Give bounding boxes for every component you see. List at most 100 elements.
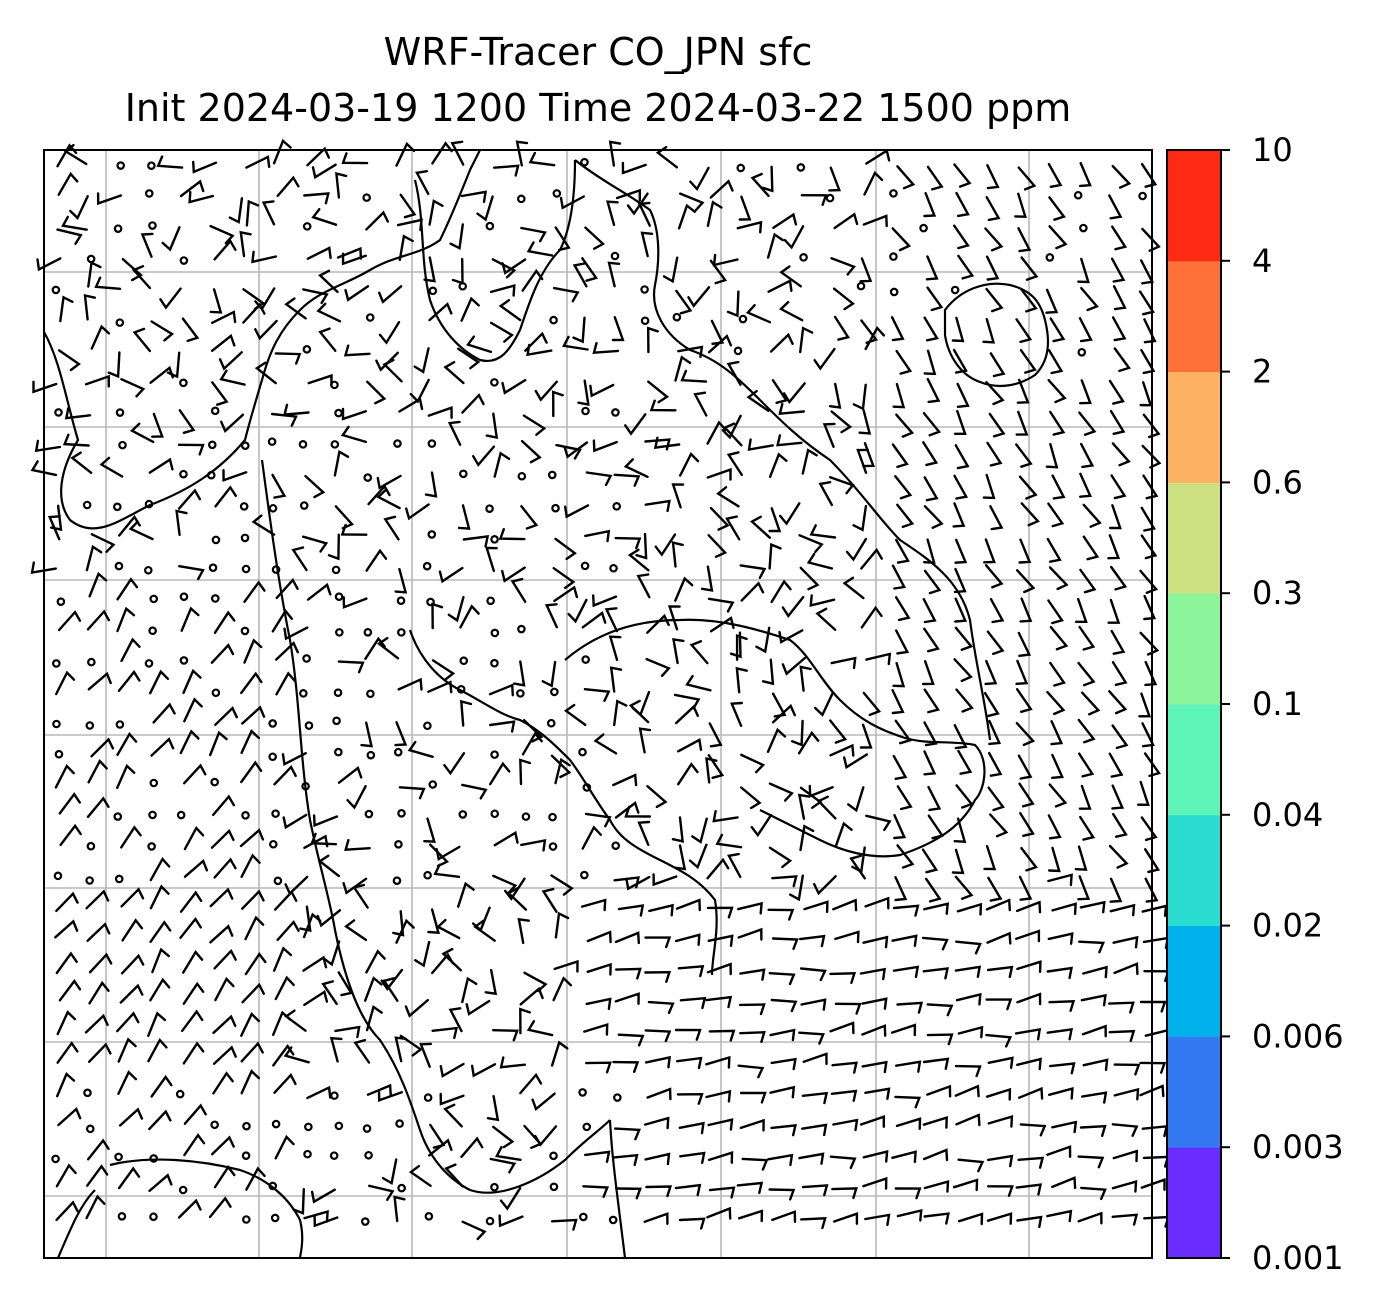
wind-barb <box>649 399 677 412</box>
wind-barb <box>1112 812 1128 838</box>
wind-barb <box>151 412 164 438</box>
wind-barb <box>271 608 293 633</box>
wind-barb <box>1020 502 1040 527</box>
wind-barb <box>531 1092 556 1112</box>
wind-barb <box>431 1026 459 1040</box>
wind-barb <box>891 689 905 715</box>
calm-wind-circle <box>299 501 309 510</box>
wind-barb <box>828 382 842 409</box>
wind-barb <box>563 441 589 459</box>
wind-barb <box>859 1115 885 1128</box>
wind-barb <box>1019 812 1035 837</box>
wind-barb <box>833 315 851 341</box>
wind-barb <box>953 163 972 188</box>
wind-barb <box>675 289 693 315</box>
wind-barb <box>181 317 200 343</box>
wind-barb <box>1048 1087 1074 1100</box>
wind-barb <box>311 163 337 180</box>
calm-wind-circle <box>485 1216 495 1226</box>
wind-barb <box>892 904 920 917</box>
wind-barb <box>156 155 184 169</box>
calm-wind-circle <box>580 870 589 880</box>
wind-barb <box>461 976 478 1004</box>
wind-barb <box>771 692 787 718</box>
wind-barb <box>273 946 293 972</box>
wind-barb <box>893 814 907 840</box>
wind-barb <box>679 451 700 477</box>
wind-barb <box>439 1062 465 1078</box>
wind-barb <box>404 998 429 1018</box>
wind-barb <box>340 425 367 444</box>
calm-wind-circle <box>210 777 219 787</box>
wind-barb <box>209 924 234 944</box>
wind-barb <box>654 533 677 557</box>
calm-wind-circle <box>144 499 154 509</box>
wind-barb <box>626 192 649 216</box>
calm-wind-circle <box>919 223 928 233</box>
wind-barb <box>1049 1062 1076 1075</box>
wind-barb <box>1079 379 1092 405</box>
calm-wind-circle <box>363 627 373 637</box>
wind-barb <box>771 875 798 888</box>
wind-barb <box>685 674 712 692</box>
wind-barb <box>865 814 892 832</box>
wind-barb <box>895 413 915 438</box>
wind-barb <box>56 1010 77 1036</box>
wind-barb <box>431 141 453 165</box>
wind-barb <box>986 1212 1013 1225</box>
wind-barb <box>57 1106 82 1127</box>
wind-barb <box>275 578 299 600</box>
wind-barb <box>394 721 408 747</box>
wind-barb <box>894 475 913 500</box>
wind-barb <box>352 883 369 909</box>
wind-barb <box>829 972 857 984</box>
wind-barb <box>829 719 848 744</box>
wind-barb <box>586 930 612 944</box>
wind-barb <box>183 1133 206 1157</box>
wind-barb <box>121 918 144 942</box>
wind-barb <box>1048 783 1068 808</box>
wind-barb <box>624 413 647 436</box>
wind-barb <box>306 582 332 601</box>
wind-barb <box>240 1011 260 1037</box>
calm-wind-circle <box>334 592 344 601</box>
wind-barb <box>364 976 383 1002</box>
map-title-line-1: WRF-Tracer CO_JPN sfc <box>383 30 813 74</box>
wind-barb <box>393 1195 406 1223</box>
wind-barb <box>55 891 79 913</box>
wind-barb <box>584 812 612 828</box>
wind-barb <box>689 640 709 665</box>
wind-barb <box>245 199 260 227</box>
wind-barb <box>725 515 741 541</box>
wind-barb <box>988 719 1002 746</box>
wind-barb <box>653 436 681 450</box>
wind-barb <box>986 965 1014 979</box>
wind-barb <box>366 380 387 405</box>
wind-barb <box>859 723 873 749</box>
wind-barb <box>1016 1215 1043 1229</box>
wind-barb <box>55 670 76 696</box>
wind-barb <box>408 1164 432 1187</box>
calm-wind-circle <box>1045 253 1055 262</box>
wind-barb <box>415 170 430 196</box>
wind-barb <box>460 296 480 322</box>
colorbar-tick-label: 0.02 <box>1252 907 1323 945</box>
wind-barb <box>1078 940 1105 954</box>
wind-barb <box>957 749 973 775</box>
wind-barb <box>188 190 214 204</box>
wind-barb <box>493 164 520 177</box>
wind-barb <box>859 967 887 981</box>
calm-wind-circle <box>799 253 808 262</box>
wind-barb <box>284 297 307 320</box>
wind-barb <box>1082 535 1100 561</box>
calm-wind-circle <box>82 500 92 510</box>
wind-barb <box>245 1166 266 1191</box>
calm-wind-circle <box>118 440 127 450</box>
coastline-north-inlet <box>413 159 577 363</box>
calm-wind-circle <box>516 689 525 698</box>
calm-wind-circle <box>856 281 866 291</box>
wind-barb <box>952 348 968 374</box>
wind-barb <box>181 1009 204 1032</box>
wind-barb <box>801 1091 829 1105</box>
